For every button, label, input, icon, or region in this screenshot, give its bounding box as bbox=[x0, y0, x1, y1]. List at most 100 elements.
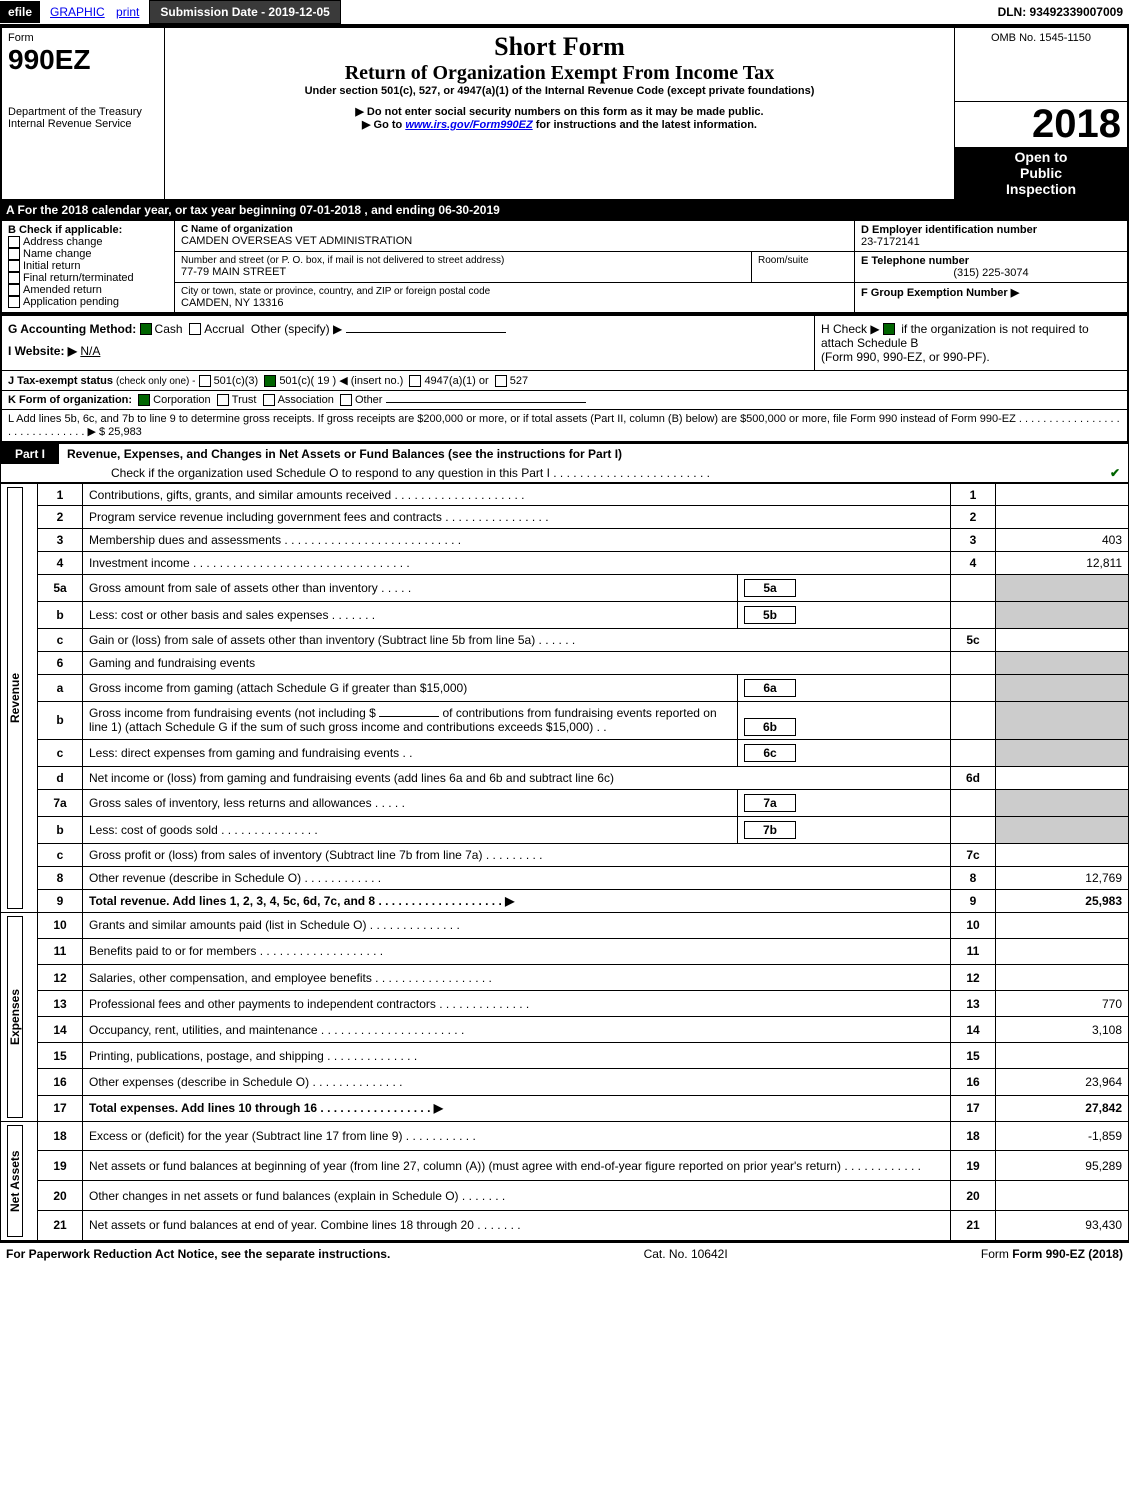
print-link[interactable]: print bbox=[116, 5, 139, 19]
other-method-input[interactable] bbox=[346, 332, 506, 333]
box-f-arrow: ▶ bbox=[1011, 287, 1019, 299]
j-4947-checkbox[interactable] bbox=[409, 375, 421, 387]
l19-ref: 19 bbox=[951, 1151, 996, 1181]
l6c-desc: Less: direct expenses from gaming and fu… bbox=[89, 746, 399, 760]
l21-val: 93,430 bbox=[996, 1210, 1129, 1240]
l5c-val bbox=[996, 629, 1129, 652]
main-title: Return of Organization Exempt From Incom… bbox=[171, 62, 948, 85]
name-change-label: Name change bbox=[23, 248, 92, 260]
k-other-input[interactable] bbox=[386, 402, 586, 403]
expenses-side-label: Expenses bbox=[7, 916, 23, 1118]
pointer-link-row: ▶ Go to www.irs.gov/Form990EZ for instru… bbox=[171, 118, 948, 131]
l18-num: 18 bbox=[38, 1121, 83, 1151]
k-corp-label: Corporation bbox=[153, 394, 210, 406]
l15-num: 15 bbox=[38, 1043, 83, 1069]
omb-label: OMB No. 1545-1150 bbox=[961, 32, 1121, 44]
initial-return-checkbox[interactable] bbox=[8, 260, 20, 272]
pointer2-suffix: for instructions and the latest informat… bbox=[533, 119, 757, 131]
final-return-checkbox[interactable] bbox=[8, 272, 20, 284]
amended-return-row: Amended return bbox=[8, 284, 168, 296]
submission-date-button[interactable]: Submission Date - 2019-12-05 bbox=[149, 0, 340, 24]
application-pending-checkbox[interactable] bbox=[8, 296, 20, 308]
l13-num: 13 bbox=[38, 991, 83, 1017]
l6b-blank-input[interactable] bbox=[379, 716, 439, 717]
l14-val: 3,108 bbox=[996, 1017, 1129, 1043]
l17-arrow: ▶ bbox=[434, 1101, 443, 1115]
address-change-checkbox[interactable] bbox=[8, 236, 20, 248]
inspect-line2: Public bbox=[957, 165, 1125, 181]
irs-link[interactable]: www.irs.gov/Form990EZ bbox=[405, 119, 532, 131]
cash-checkbox[interactable] bbox=[140, 323, 152, 335]
l17-val: 27,842 bbox=[996, 1095, 1129, 1121]
name-change-checkbox[interactable] bbox=[8, 248, 20, 260]
cash-label: Cash bbox=[155, 322, 183, 336]
l6-val-shaded bbox=[996, 651, 1129, 674]
k-corp-checkbox[interactable] bbox=[138, 394, 150, 406]
org-name: CAMDEN OVERSEAS VET ADMINISTRATION bbox=[181, 235, 848, 247]
l5a-sub: 5a bbox=[744, 579, 796, 597]
l7a-desc: Gross sales of inventory, less returns a… bbox=[89, 796, 372, 810]
netassets-side-label: Net Assets bbox=[7, 1125, 23, 1237]
l7a-ref-shaded bbox=[951, 789, 996, 816]
k-assoc-label: Association bbox=[278, 394, 334, 406]
l10-ref: 10 bbox=[951, 912, 996, 938]
lineJ-small: (check only one) - bbox=[116, 376, 195, 387]
l15-ref: 15 bbox=[951, 1043, 996, 1069]
j-527-checkbox[interactable] bbox=[495, 375, 507, 387]
period-prefix: A For the 2018 calendar year, or tax yea… bbox=[6, 203, 300, 217]
l3-desc: Membership dues and assessments bbox=[89, 533, 281, 547]
lineK-label: K Form of organization: bbox=[8, 394, 132, 406]
k-trust-checkbox[interactable] bbox=[217, 394, 229, 406]
pointer2-prefix: ▶ Go to bbox=[362, 119, 405, 131]
box-b-label: B Check if applicable: bbox=[8, 224, 168, 236]
j-501c3-checkbox[interactable] bbox=[199, 375, 211, 387]
website-value: N/A bbox=[80, 344, 100, 358]
lineH-checkbox[interactable] bbox=[883, 323, 895, 335]
city-label: City or town, state or province, country… bbox=[181, 286, 848, 297]
l8-num: 8 bbox=[38, 866, 83, 889]
dln-label: DLN: 93492339007009 bbox=[998, 5, 1129, 19]
l6c-val-shaded bbox=[996, 739, 1129, 766]
l5b-desc: Less: cost or other basis and sales expe… bbox=[89, 608, 328, 622]
l7a-num: 7a bbox=[38, 789, 83, 816]
l7b-num: b bbox=[38, 816, 83, 843]
l1-ref: 1 bbox=[951, 483, 996, 506]
l19-val: 95,289 bbox=[996, 1151, 1129, 1181]
l13-desc: Professional fees and other payments to … bbox=[89, 997, 436, 1011]
l6a-desc: Gross income from gaming (attach Schedul… bbox=[89, 681, 467, 695]
l5b-sub: 5b bbox=[744, 606, 796, 624]
j-501c-checkbox[interactable] bbox=[264, 375, 276, 387]
l6d-num: d bbox=[38, 767, 83, 790]
l1-desc: Contributions, gifts, grants, and simila… bbox=[89, 488, 391, 502]
l5a-val-shaded bbox=[996, 574, 1129, 601]
box-f-label: F Group Exemption Number bbox=[861, 287, 1008, 299]
header-table: Form 990EZ Department of the Treasury In… bbox=[0, 26, 1129, 201]
k-other-checkbox[interactable] bbox=[340, 394, 352, 406]
l9-num: 9 bbox=[38, 889, 83, 912]
l6a-num: a bbox=[38, 674, 83, 701]
l14-desc: Occupancy, rent, utilities, and maintena… bbox=[89, 1023, 318, 1037]
box-d-label: D Employer identification number bbox=[861, 224, 1121, 236]
l2-desc: Program service revenue including govern… bbox=[89, 510, 442, 524]
accrual-checkbox[interactable] bbox=[189, 323, 201, 335]
k-assoc-checkbox[interactable] bbox=[263, 394, 275, 406]
l13-val: 770 bbox=[996, 991, 1129, 1017]
l10-desc: Grants and similar amounts paid (list in… bbox=[89, 918, 366, 932]
l16-num: 16 bbox=[38, 1069, 83, 1095]
amended-return-checkbox[interactable] bbox=[8, 284, 20, 296]
l7b-desc: Less: cost of goods sold bbox=[89, 823, 218, 837]
city-value: CAMDEN, NY 13316 bbox=[181, 297, 848, 309]
l21-ref: 21 bbox=[951, 1210, 996, 1240]
l7b-ref-shaded bbox=[951, 816, 996, 843]
graphic-link[interactable]: GRAPHIC bbox=[50, 5, 105, 19]
period-mid: , and ending bbox=[361, 203, 438, 217]
l16-val: 23,964 bbox=[996, 1069, 1129, 1095]
l7c-desc: Gross profit or (loss) from sales of inv… bbox=[89, 848, 482, 862]
inspection-box: Open to Public Inspection bbox=[955, 147, 1127, 199]
l5a-ref-shaded bbox=[951, 574, 996, 601]
l11-num: 11 bbox=[38, 938, 83, 964]
period-end: 06-30-2019 bbox=[438, 203, 499, 217]
l6a-val-shaded bbox=[996, 674, 1129, 701]
footer-row: For Paperwork Reduction Act Notice, see … bbox=[0, 1241, 1129, 1265]
l14-num: 14 bbox=[38, 1017, 83, 1043]
